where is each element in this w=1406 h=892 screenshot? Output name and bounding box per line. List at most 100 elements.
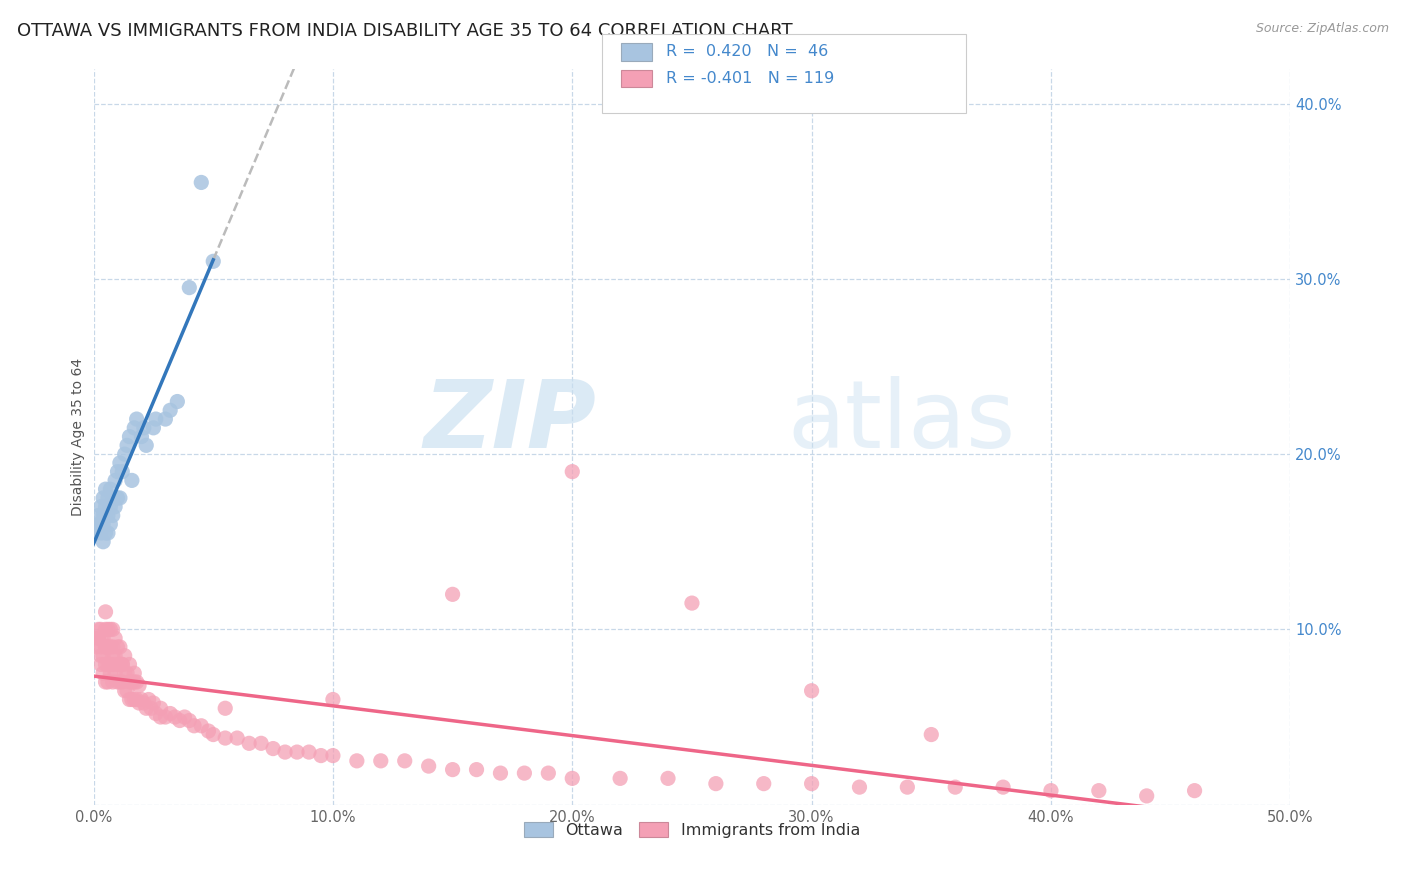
- Point: [94, 605, 117, 619]
- Point: [848, 780, 870, 794]
- Point: [94, 657, 117, 672]
- Point: [135, 701, 157, 715]
- Point: [657, 772, 679, 786]
- Point: [128, 696, 150, 710]
- Point: [94, 675, 117, 690]
- Point: [101, 623, 124, 637]
- Point: [90, 657, 112, 672]
- Point: [87, 631, 110, 645]
- Point: [94, 623, 117, 637]
- Point: [125, 692, 148, 706]
- Text: atlas: atlas: [787, 376, 1017, 468]
- Point: [214, 731, 236, 745]
- Point: [285, 745, 308, 759]
- Point: [561, 772, 583, 786]
- Point: [125, 675, 148, 690]
- Point: [84, 526, 107, 541]
- Point: [190, 176, 212, 190]
- Point: [128, 678, 150, 692]
- Point: [90, 526, 112, 541]
- Point: [142, 421, 165, 435]
- Point: [114, 447, 136, 461]
- Point: [250, 736, 273, 750]
- Point: [91, 534, 114, 549]
- Point: [101, 508, 124, 523]
- Point: [101, 648, 124, 663]
- Point: [98, 623, 121, 637]
- Point: [87, 508, 110, 523]
- Point: [87, 631, 110, 645]
- Point: [107, 640, 129, 654]
- Point: [489, 766, 512, 780]
- Point: [537, 766, 560, 780]
- Point: [115, 438, 138, 452]
- Point: [135, 438, 157, 452]
- Point: [91, 508, 114, 523]
- Point: [98, 517, 121, 532]
- Point: [114, 648, 136, 663]
- Point: [274, 745, 297, 759]
- Point: [609, 772, 631, 786]
- Point: [98, 666, 121, 681]
- Point: [115, 683, 138, 698]
- Point: [138, 692, 160, 706]
- Point: [121, 675, 143, 690]
- Point: [149, 701, 172, 715]
- Point: [118, 692, 141, 706]
- Point: [84, 640, 107, 654]
- Point: [173, 710, 195, 724]
- Point: [122, 692, 145, 706]
- Point: [166, 394, 188, 409]
- Point: [97, 657, 120, 672]
- Point: [145, 412, 167, 426]
- Point: [202, 254, 225, 268]
- Point: [346, 754, 368, 768]
- Point: [159, 403, 181, 417]
- Point: [104, 666, 127, 681]
- Point: [104, 474, 127, 488]
- Point: [122, 666, 145, 681]
- Point: [94, 508, 117, 523]
- Point: [114, 683, 136, 698]
- Legend: Ottawa, Immigrants from India: Ottawa, Immigrants from India: [517, 815, 866, 845]
- Point: [94, 526, 117, 541]
- Point: [122, 421, 145, 435]
- Point: [131, 692, 153, 706]
- Point: [262, 741, 284, 756]
- Point: [114, 666, 136, 681]
- Point: [991, 780, 1014, 794]
- Point: [90, 631, 112, 645]
- Point: [104, 648, 127, 663]
- Point: [121, 692, 143, 706]
- Point: [465, 763, 488, 777]
- Point: [155, 710, 177, 724]
- Text: Source: ZipAtlas.com: Source: ZipAtlas.com: [1256, 22, 1389, 36]
- Point: [183, 719, 205, 733]
- Point: [132, 696, 155, 710]
- Point: [202, 727, 225, 741]
- Point: [97, 508, 120, 523]
- Point: [90, 648, 112, 663]
- Point: [94, 640, 117, 654]
- Point: [101, 657, 124, 672]
- Text: R =  0.420   N =  46: R = 0.420 N = 46: [666, 45, 828, 59]
- Point: [111, 657, 134, 672]
- Point: [322, 692, 344, 706]
- Point: [149, 710, 172, 724]
- Point: [920, 727, 942, 741]
- Point: [101, 640, 124, 654]
- Text: R = -0.401   N = 119: R = -0.401 N = 119: [666, 71, 835, 86]
- Point: [91, 517, 114, 532]
- Point: [107, 675, 129, 690]
- Point: [107, 657, 129, 672]
- Point: [94, 482, 117, 496]
- Point: [91, 491, 114, 505]
- Point: [97, 623, 120, 637]
- Point: [115, 666, 138, 681]
- Point: [322, 748, 344, 763]
- Text: ZIP: ZIP: [423, 376, 596, 468]
- Point: [1136, 789, 1159, 803]
- Point: [108, 640, 131, 654]
- Point: [104, 631, 127, 645]
- Point: [104, 500, 127, 514]
